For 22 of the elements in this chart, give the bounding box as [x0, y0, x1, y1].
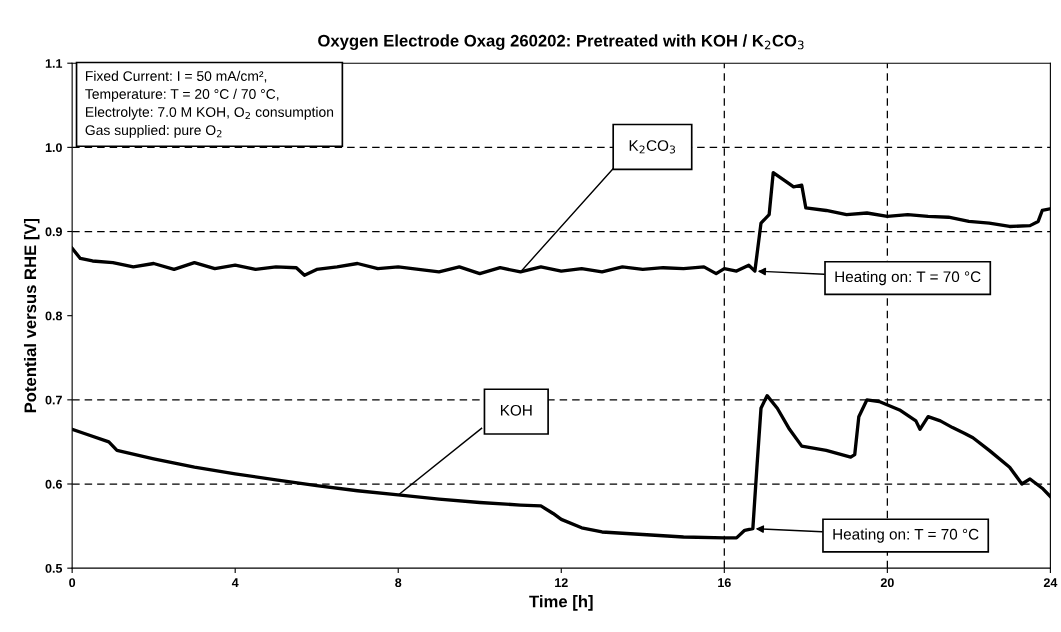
x-tick-label: 12	[555, 578, 568, 587]
text: K$_{2}$CO$_{3}$	[629, 140, 676, 154]
text: Fixed Current: I = 50 mA/cm², Temperature: T = 20 °C / 70 °C, Electrolyte: 7.0 M KOH, O$_{2}$ consumption Gas supplied: pure O$_{2}$	[85, 70, 334, 138]
x-axis-title: Time [h]	[529, 595, 593, 611]
y-tick-label: 0.8	[45, 311, 63, 321]
x-tick-label: 0	[69, 578, 76, 588]
y-tick-label: 0.9	[45, 227, 62, 237]
x-tick-label: 24	[1043, 578, 1058, 587]
y-tick-label: 0.5	[45, 563, 63, 573]
x-tick-label: 16	[718, 578, 731, 588]
text: KOH	[500, 404, 532, 416]
x-tick-label: 20	[880, 578, 894, 588]
chart-title: Oxygen Electrode Oxag 260202: Pretreated with KOH / K$_{2}$CO$_{3}$	[318, 34, 804, 50]
y-axis-title: Potential versus RHE [V]	[23, 218, 40, 413]
y-tick-label: 0.7	[45, 395, 62, 405]
y-tick-label: 0.6	[45, 479, 62, 489]
annotation: Heating on: T = 70 °C	[835, 270, 981, 286]
x-tick-label: 8	[395, 578, 402, 588]
x-tick-label: 4	[231, 578, 239, 587]
y-tick-label: 1.0	[45, 143, 62, 153]
y-tick-label: 1.1	[45, 59, 63, 68]
annotation: Heating on: T = 70 °C	[833, 528, 979, 543]
